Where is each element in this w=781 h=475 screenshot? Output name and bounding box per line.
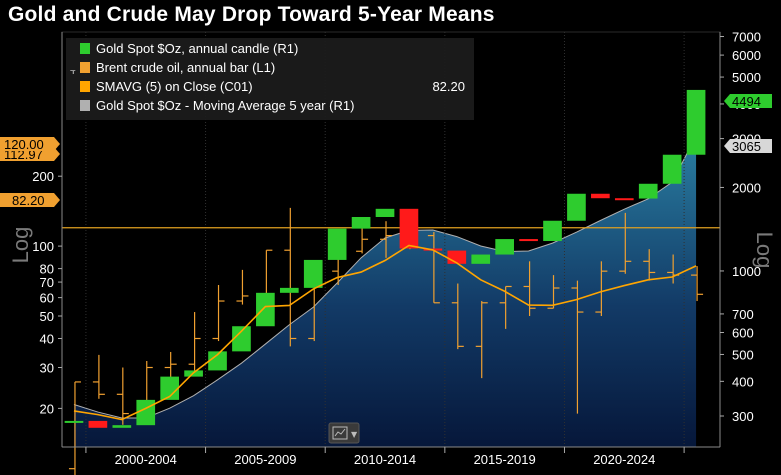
- gold-candle-down: [88, 420, 108, 428]
- legend-swatch-gold: [80, 43, 90, 54]
- y-right-tick-label: 400: [732, 374, 754, 389]
- gold-candle-down: [614, 198, 634, 201]
- y-right-tick-label: 2000: [732, 180, 761, 195]
- gold-candle-up: [279, 287, 299, 293]
- x-tick-label: 2010-2014: [354, 452, 416, 467]
- gold-candle-up: [375, 208, 395, 217]
- chevron-down-icon: ▼: [351, 430, 358, 439]
- y-right-tick-label: 700: [732, 307, 754, 322]
- y-right-tick-label: 7000: [732, 30, 761, 45]
- y-right-tick-label: 1000: [732, 264, 761, 279]
- gold-candle-up: [543, 220, 562, 242]
- y-left-tick-label: 40: [40, 332, 54, 347]
- legend-swatch-smavg: [80, 81, 90, 92]
- gold-candle-down: [399, 208, 419, 249]
- right-tag-4494: 4494: [724, 94, 772, 109]
- chart-type-button[interactable]: ▼: [328, 422, 360, 444]
- legend-gold: Gold Spot $Oz, annual candle (R1): [96, 41, 298, 56]
- y-right-tick-label: 5000: [732, 70, 761, 85]
- gold-candle-up: [495, 239, 514, 255]
- right-tag-3065-text: 3065: [732, 139, 761, 154]
- legend-smavg-value: 82.20: [432, 79, 465, 94]
- smavg-line: [73, 244, 697, 421]
- legend: Gold Spot $Oz, annual candle (R1) Brent …: [66, 38, 474, 120]
- ma5-area: [73, 135, 697, 447]
- gold-candle-up: [208, 351, 227, 371]
- gold-candle-up: [232, 326, 251, 352]
- y-left-tick-label: 100: [32, 239, 54, 254]
- legend-swatch-ma5: [80, 100, 90, 111]
- x-tick-label: 2015-2019: [474, 452, 536, 467]
- y-left-tick-label: 80: [40, 262, 54, 277]
- gold-candle-down: [447, 250, 467, 264]
- gold-candle-up: [256, 292, 275, 327]
- chart-title: Gold and Crude May Drop Toward 5-Year Me…: [8, 3, 495, 26]
- gold-candle-up: [638, 183, 658, 199]
- y-left-tick-label: 200: [32, 169, 54, 184]
- gold-candle-up: [64, 420, 84, 423]
- x-axis-ticks: 2000-2004 2005-2009 2010-2014 2015-2019 2020…: [85, 447, 685, 467]
- y-right-tick-label: 300: [732, 409, 754, 424]
- gold-candle-up: [303, 259, 323, 288]
- y-left-tick-label: 30: [40, 361, 54, 376]
- right-tag-3065: 3065: [724, 139, 772, 154]
- y-left-label: Log: [8, 227, 33, 264]
- legend-ma5: Gold Spot $Oz - Moving Average 5 year (R…: [96, 98, 354, 113]
- left-tag-120-text: 120.00: [4, 137, 44, 152]
- gold-candle-up: [327, 228, 347, 260]
- gold-candle-up: [351, 216, 371, 229]
- grid: [85, 32, 685, 447]
- legend-background: [66, 38, 474, 120]
- legend-brent: Brent crude oil, annual bar (L1): [96, 60, 275, 75]
- y-right-tick-label: 6000: [732, 48, 761, 63]
- y-left-tick-label: 50: [40, 309, 54, 324]
- gold-candle-up: [471, 254, 491, 264]
- left-tag-82-text: 82.20: [12, 193, 45, 208]
- y-left-tick-label: 70: [40, 275, 54, 290]
- gold-candles: [64, 89, 706, 428]
- smavg-path: [73, 244, 697, 421]
- right-tag-4494-text: 4494: [732, 94, 761, 109]
- legend-smavg: SMAVG (5) on Close (C01): [96, 79, 253, 94]
- y-axis-right-ticks: 3004005006007001000200030004000500060007…: [720, 30, 761, 424]
- y-right-tick-label: 600: [732, 325, 754, 340]
- gold-candle-up: [567, 193, 586, 221]
- x-tick-label: 2000-2004: [115, 452, 177, 467]
- left-tag-82: 82.20: [0, 193, 60, 208]
- x-tick-label: 2005-2009: [234, 452, 296, 467]
- y-right-tick-label: 500: [732, 347, 754, 362]
- y-right-label: Log: [752, 232, 777, 269]
- legend-bar-glyph: ⫟: [70, 66, 76, 77]
- gold-candle-down: [591, 193, 610, 199]
- left-tag-120: 120.00: [0, 137, 60, 152]
- ma5-area-fill: [73, 136, 697, 447]
- ma5-line: [73, 135, 697, 419]
- gold-candle-down: [519, 239, 538, 242]
- gold-candle-up: [136, 399, 156, 426]
- gold-candle-up: [686, 89, 706, 155]
- gold-candle-up: [160, 376, 180, 400]
- y-left-tick-label: 60: [40, 291, 54, 306]
- y-left-tick-label: 20: [40, 401, 54, 416]
- legend-swatch-brent: [80, 62, 90, 73]
- x-tick-label: 2020-2024: [593, 452, 655, 467]
- gold-candle-up: [112, 425, 132, 428]
- gold-candle-up: [662, 154, 682, 184]
